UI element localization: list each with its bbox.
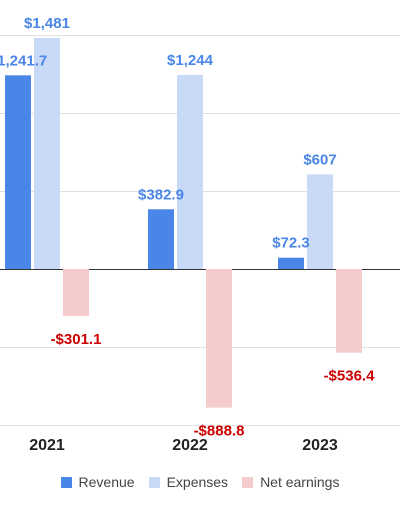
legend-label-expenses: Expenses — [166, 474, 229, 490]
bars — [5, 37, 362, 408]
data-label-expenses-2021: $1,481 — [24, 15, 70, 32]
bar-net-earnings-2023[interactable] — [336, 269, 362, 353]
legend-label-revenue: Revenue — [78, 474, 135, 490]
legend-item-revenue[interactable]: Revenue — [60, 474, 135, 490]
legend-swatch-expenses — [148, 476, 160, 488]
data-labels: $1,241.7$382.9$72.3$1,481$1,244$607$-$30… — [0, 15, 376, 440]
legend-swatch-net-earnings — [242, 476, 254, 488]
data-label-net-earnings-2021: -$301.1 — [51, 331, 102, 348]
legend-item-expenses[interactable]: Expenses — [148, 474, 229, 490]
data-label-revenue-2023: $72.3 — [272, 235, 310, 252]
x-axis-ticks: 2021202220232024 — [29, 437, 338, 454]
data-label-revenue-2022: $382.9 — [138, 186, 184, 203]
x-tick-label-2021: 2021 — [29, 437, 65, 454]
bar-revenue-2022[interactable] — [148, 209, 174, 269]
legend-item-net-earnings[interactable]: Net earnings — [242, 474, 339, 490]
bar-expenses-2021[interactable] — [34, 37, 60, 269]
data-label-net-earnings-2022: -$888.8 — [194, 423, 245, 440]
bar-expenses-2023[interactable] — [307, 174, 333, 269]
legend-swatch-revenue — [60, 476, 72, 488]
bar-net-earnings-2021[interactable] — [63, 269, 89, 316]
data-label-net-earnings-2023: -$536.4 — [324, 368, 376, 385]
bar-expenses-2022[interactable] — [177, 74, 203, 269]
data-label-expenses-2023: $607 — [303, 151, 336, 168]
bar-revenue-2021[interactable] — [5, 75, 31, 269]
legend-label-net-earnings: Net earnings — [260, 474, 340, 490]
bar-revenue-2023[interactable] — [278, 257, 304, 269]
legend: Revenue Expenses Net earnings — [0, 472, 400, 492]
x-tick-label-2023: 2023 — [302, 437, 338, 454]
data-label-revenue-2021: $1,241.7 — [0, 52, 47, 69]
x-tick-label-2022: 2022 — [172, 437, 208, 454]
data-label-expenses-2022: $1,244 — [167, 52, 214, 69]
bar-net-earnings-2022[interactable] — [206, 269, 232, 408]
